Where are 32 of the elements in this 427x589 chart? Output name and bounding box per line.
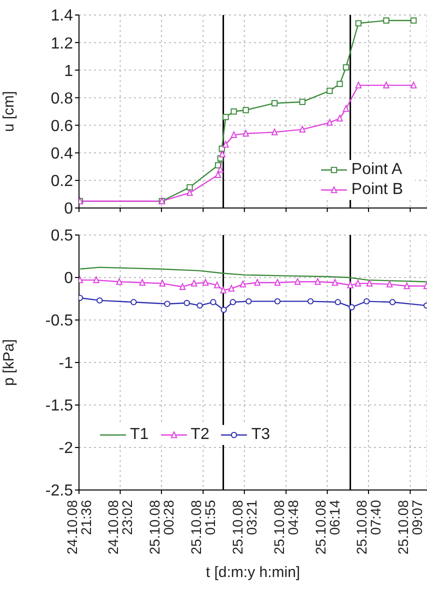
legend-label: Point B	[351, 180, 403, 200]
y-tick-label: -0.5	[45, 312, 74, 330]
y-tick-label: -1.5	[45, 398, 74, 415]
x-tick-label: 24.10.08 23:02	[105, 500, 136, 554]
y-tick-label: 0	[64, 200, 74, 218]
y-tick-label: 0.6	[50, 118, 74, 135]
y-axis-title: u [cm]	[0, 91, 18, 132]
x-tick-label: 25.10.08 06:14	[312, 500, 342, 554]
y-tick-label: -2	[58, 440, 74, 458]
y-tick-label: -2.5	[45, 482, 74, 500]
y-tick-label: 1.2	[50, 35, 74, 52]
x-tick-label: 25.10.08 01:55	[188, 500, 218, 554]
y-tick-label: 0.5	[50, 228, 74, 245]
legend-label: T2	[190, 425, 210, 445]
legend-label: Point A	[351, 160, 402, 180]
y-tick-label: 0.8	[50, 90, 74, 108]
y-tick-label: -1	[58, 355, 74, 372]
legend-label: T1	[130, 425, 149, 445]
x-tick-label: 25.10.08 03:21	[229, 500, 260, 554]
x-axis-title: t [d:m:y h:min]	[206, 564, 300, 581]
y-axis-title: p [kPa]	[0, 339, 18, 386]
y-tick-label: 1	[64, 62, 74, 80]
x-tick-label: 24.10.08 21:36	[64, 500, 94, 554]
y-tick-label: 0.4	[50, 146, 74, 163]
y-tick-label: 0	[64, 270, 74, 288]
x-tick-label: 25.10.08 07:40	[354, 500, 384, 554]
legend-label: T3	[251, 425, 270, 445]
x-tick-label: 25.10.08 09:07	[395, 500, 426, 554]
x-tick-label: 25.10.08 00:28	[146, 500, 176, 554]
x-tick-label: 25.10.08 04:48	[271, 500, 302, 554]
y-tick-label: 1.4	[50, 8, 74, 25]
y-tick-label: 0.2	[50, 173, 74, 190]
